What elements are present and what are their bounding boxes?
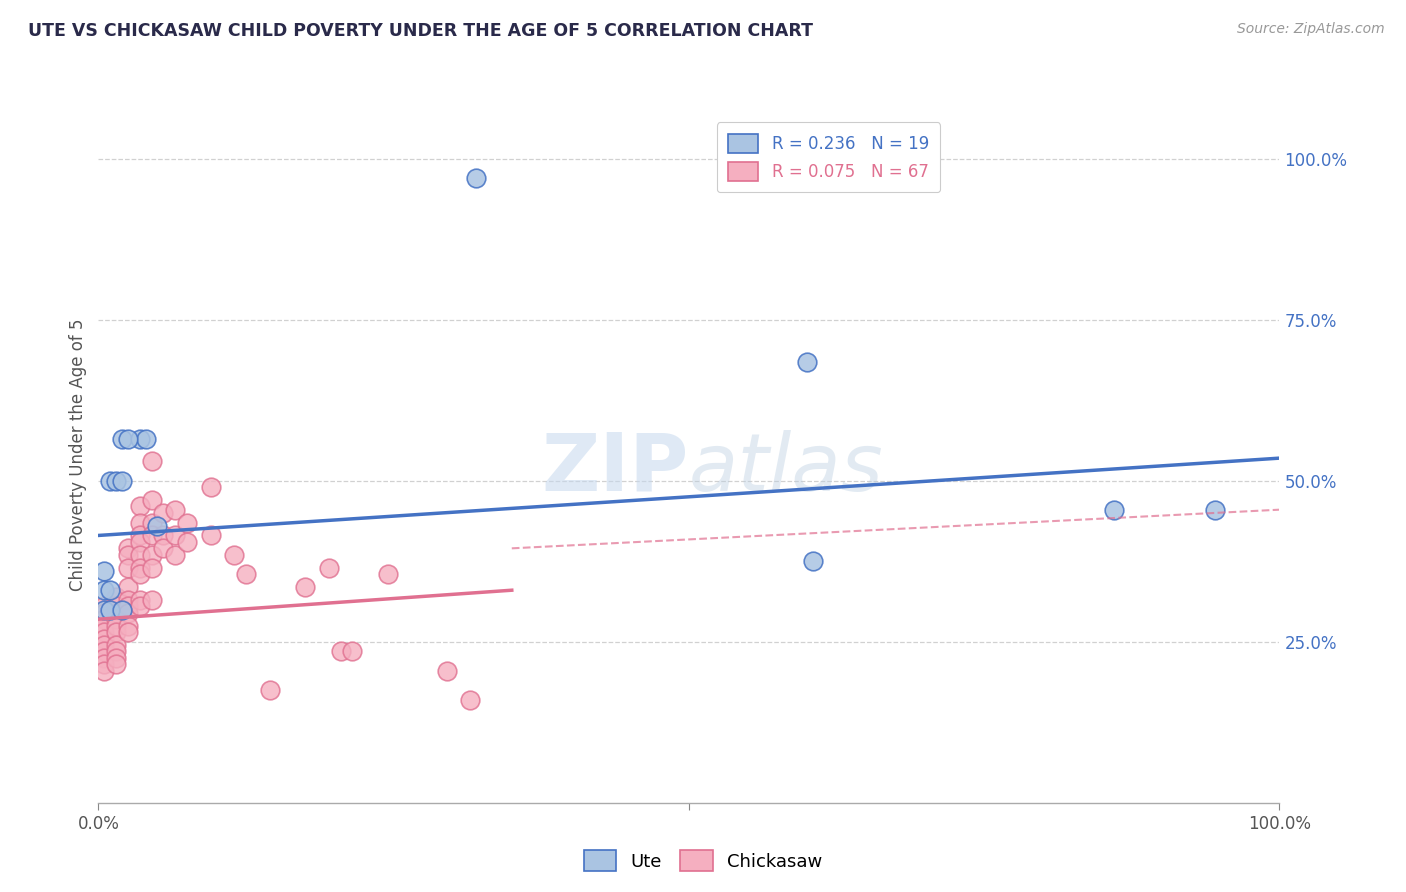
- Point: [436, 664, 458, 678]
- Point: [117, 599, 139, 614]
- Point: [146, 518, 169, 533]
- Point: [152, 541, 174, 556]
- Point: [259, 683, 281, 698]
- Point: [200, 528, 222, 542]
- Point: [117, 548, 139, 562]
- Point: [1102, 502, 1125, 516]
- Point: [98, 602, 121, 616]
- Text: Source: ZipAtlas.com: Source: ZipAtlas.com: [1237, 22, 1385, 37]
- Point: [318, 560, 340, 574]
- Point: [465, 170, 488, 185]
- Point: [93, 651, 115, 665]
- Point: [128, 516, 150, 530]
- Point: [105, 590, 128, 604]
- Point: [117, 432, 139, 446]
- Text: UTE VS CHICKASAW CHILD POVERTY UNDER THE AGE OF 5 CORRELATION CHART: UTE VS CHICKASAW CHILD POVERTY UNDER THE…: [28, 22, 813, 40]
- Point: [117, 618, 139, 632]
- Point: [128, 560, 150, 574]
- Point: [141, 516, 163, 530]
- Point: [176, 516, 198, 530]
- Point: [105, 638, 128, 652]
- Point: [117, 580, 139, 594]
- Point: [152, 506, 174, 520]
- Point: [200, 480, 222, 494]
- Point: [93, 625, 115, 640]
- Point: [105, 644, 128, 658]
- Point: [141, 548, 163, 562]
- Text: ZIP: ZIP: [541, 430, 689, 508]
- Point: [165, 548, 187, 562]
- Point: [801, 554, 824, 568]
- Point: [128, 528, 150, 542]
- Point: [165, 528, 187, 542]
- Point: [93, 657, 115, 672]
- Point: [111, 474, 134, 488]
- Point: [98, 583, 121, 598]
- Point: [93, 638, 115, 652]
- Point: [128, 548, 150, 562]
- Point: [105, 651, 128, 665]
- Point: [329, 644, 352, 658]
- Point: [98, 474, 121, 488]
- Point: [796, 354, 818, 368]
- Point: [152, 528, 174, 542]
- Point: [117, 592, 139, 607]
- Point: [93, 606, 115, 620]
- Point: [342, 644, 364, 658]
- Point: [235, 567, 257, 582]
- Point: [105, 625, 128, 640]
- Point: [105, 606, 128, 620]
- Point: [224, 548, 246, 562]
- Point: [111, 602, 134, 616]
- Point: [105, 612, 128, 626]
- Point: [141, 493, 163, 508]
- Point: [128, 500, 150, 514]
- Point: [105, 474, 128, 488]
- Point: [128, 599, 150, 614]
- Legend: R = 0.236   N = 19, R = 0.075   N = 67: R = 0.236 N = 19, R = 0.075 N = 67: [717, 122, 941, 193]
- Point: [93, 632, 115, 646]
- Point: [117, 560, 139, 574]
- Point: [111, 432, 134, 446]
- Legend: Ute, Chickasaw: Ute, Chickasaw: [576, 843, 830, 879]
- Point: [93, 644, 115, 658]
- Point: [141, 454, 163, 468]
- Point: [93, 618, 115, 632]
- Point: [105, 657, 128, 672]
- Point: [93, 612, 115, 626]
- Y-axis label: Child Poverty Under the Age of 5: Child Poverty Under the Age of 5: [69, 318, 87, 591]
- Text: atlas: atlas: [689, 430, 884, 508]
- Point: [176, 534, 198, 549]
- Point: [135, 432, 157, 446]
- Point: [141, 592, 163, 607]
- Point: [460, 692, 482, 706]
- Point: [93, 664, 115, 678]
- Point: [93, 599, 115, 614]
- Point: [93, 602, 115, 616]
- Point: [93, 583, 115, 598]
- Point: [117, 541, 139, 556]
- Point: [1204, 502, 1226, 516]
- Point: [117, 606, 139, 620]
- Point: [165, 502, 187, 516]
- Point: [128, 432, 150, 446]
- Point: [377, 567, 399, 582]
- Point: [141, 528, 163, 542]
- Point: [128, 534, 150, 549]
- Point: [117, 625, 139, 640]
- Point: [141, 560, 163, 574]
- Point: [294, 580, 316, 594]
- Point: [128, 567, 150, 582]
- Point: [93, 564, 115, 578]
- Point: [105, 618, 128, 632]
- Point: [105, 599, 128, 614]
- Point: [128, 592, 150, 607]
